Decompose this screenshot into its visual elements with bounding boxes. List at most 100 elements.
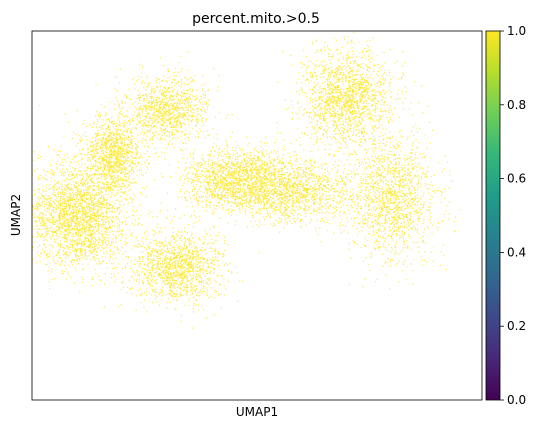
- scatter-point: [186, 99, 188, 101]
- scatter-point: [192, 78, 194, 80]
- scatter-point: [102, 242, 104, 244]
- scatter-point: [138, 157, 140, 159]
- scatter-point: [147, 125, 149, 127]
- scatter-point: [165, 91, 167, 93]
- scatter-point: [66, 185, 68, 187]
- scatter-point: [101, 206, 103, 208]
- scatter-point: [140, 204, 142, 206]
- scatter-point: [59, 248, 61, 250]
- scatter-point: [73, 155, 75, 157]
- scatter-point: [120, 151, 122, 153]
- scatter-point: [118, 105, 121, 107]
- scatter-point: [183, 93, 185, 95]
- scatter-point: [153, 119, 155, 121]
- scatter-point: [188, 250, 190, 252]
- scatter-point: [191, 246, 193, 248]
- scatter-point: [63, 214, 65, 216]
- scatter-point: [180, 99, 182, 101]
- scatter-point: [98, 203, 101, 205]
- scatter-point: [127, 286, 129, 289]
- scatter-point: [182, 116, 184, 118]
- scatter-point: [193, 104, 195, 106]
- scatter-point: [95, 161, 97, 163]
- scatter-point: [49, 255, 51, 257]
- scatter-point: [98, 247, 100, 249]
- scatter-point: [148, 272, 150, 274]
- scatter-point: [89, 179, 91, 181]
- scatter-point: [88, 157, 90, 159]
- scatter-point: [130, 154, 132, 156]
- scatter-point: [142, 251, 145, 253]
- scatter-point: [99, 261, 101, 264]
- scatter-point: [185, 133, 188, 135]
- scatter-point: [133, 193, 135, 195]
- scatter-point: [65, 245, 68, 247]
- scatter-point: [157, 275, 159, 277]
- scatter-point: [116, 155, 118, 157]
- scatter-point: [97, 208, 99, 211]
- scatter-point: [182, 106, 184, 109]
- scatter-point: [89, 250, 91, 252]
- scatter-point: [110, 186, 112, 188]
- scatter-point: [175, 117, 177, 119]
- scatter-point: [114, 177, 117, 179]
- scatter-point: [124, 241, 126, 243]
- scatter-point: [113, 168, 115, 170]
- scatter-point: [109, 170, 111, 172]
- scatter-point: [86, 179, 88, 181]
- scatter-point: [76, 249, 78, 251]
- scatter-point: [66, 225, 68, 227]
- scatter-point: [89, 146, 91, 148]
- scatter-point: [59, 214, 61, 216]
- scatter-point: [72, 215, 74, 217]
- scatter-point: [101, 139, 103, 142]
- scatter-point: [73, 260, 75, 262]
- scatter-point: [93, 196, 95, 198]
- scatter-point: [189, 106, 192, 108]
- scatter-point: [120, 134, 122, 136]
- scatter-point: [192, 274, 194, 276]
- scatter-point: [163, 113, 165, 115]
- scatter-point: [145, 275, 147, 277]
- scatter-point: [73, 217, 75, 219]
- scatter-point: [40, 225, 42, 227]
- scatter-point: [83, 225, 85, 227]
- scatter-point: [78, 194, 80, 196]
- scatter-point: [63, 211, 65, 213]
- scatter-point: [152, 291, 154, 293]
- scatter-point: [99, 197, 101, 199]
- scatter-point: [196, 266, 199, 268]
- scatter-point: [131, 79, 133, 81]
- scatter-point: [112, 189, 114, 191]
- scatter-point: [61, 270, 64, 272]
- scatter-point: [116, 153, 118, 155]
- scatter-point: [97, 200, 99, 202]
- scatter-point: [131, 201, 133, 203]
- scatter-point: [76, 189, 78, 191]
- scatter-point: [128, 143, 130, 145]
- scatter-point: [122, 150, 124, 152]
- scatter-point: [62, 216, 64, 218]
- scatter-point: [94, 269, 96, 271]
- scatter-point: [156, 257, 158, 259]
- scatter-point: [69, 214, 71, 216]
- scatter-point: [153, 105, 155, 107]
- scatter-point: [166, 82, 168, 84]
- scatter-point: [74, 194, 76, 196]
- scatter-point: [97, 113, 99, 115]
- scatter-point: [156, 291, 158, 294]
- scatter-point: [87, 193, 89, 195]
- scatter-point: [102, 221, 104, 223]
- scatter-point: [58, 204, 60, 206]
- scatter-point: [42, 220, 44, 222]
- scatter-point: [126, 138, 128, 141]
- scatter-point: [101, 159, 103, 161]
- scatter-point: [173, 246, 175, 248]
- scatter-point: [38, 188, 40, 190]
- scatter-point: [100, 223, 103, 225]
- scatter-point: [176, 276, 178, 278]
- scatter-point: [107, 220, 110, 222]
- scatter-point: [173, 127, 175, 129]
- scatter-point: [140, 215, 142, 217]
- scatter-point: [86, 139, 88, 141]
